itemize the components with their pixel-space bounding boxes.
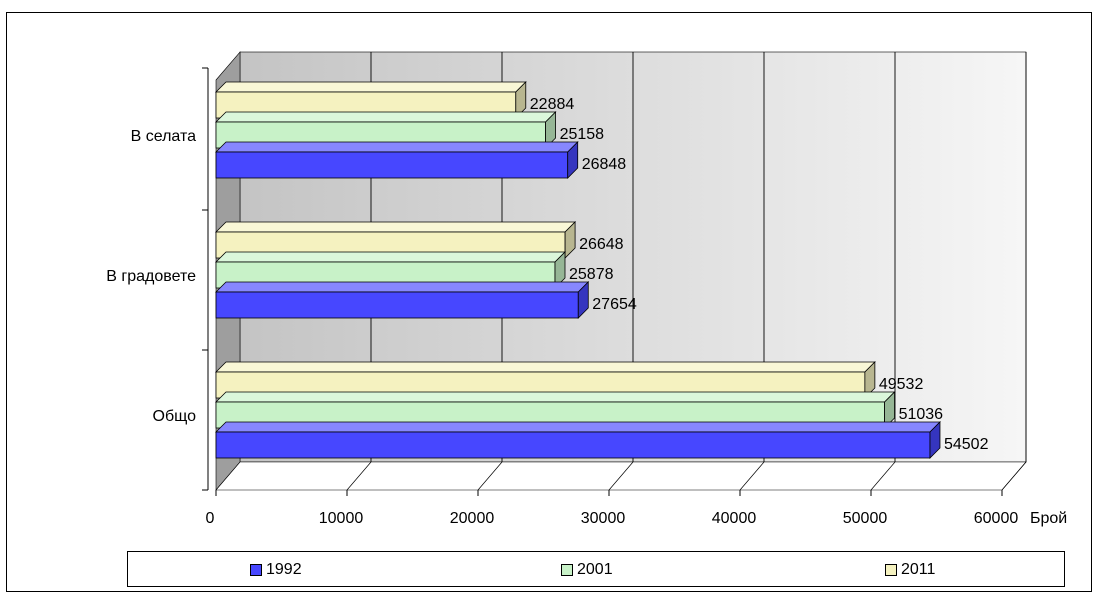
bar-top bbox=[215, 81, 527, 93]
gridline-floor bbox=[346, 461, 372, 491]
legend-label-1992: 1992 bbox=[266, 561, 302, 578]
data-label: 26848 bbox=[582, 156, 627, 173]
gridline-floor bbox=[870, 461, 896, 491]
bar-top bbox=[215, 391, 896, 403]
bar-side bbox=[884, 391, 895, 429]
bar-side bbox=[577, 281, 589, 319]
x-tick-label: 0 bbox=[206, 510, 215, 527]
x-axis-label: Брой bbox=[1030, 510, 1067, 527]
category-label: В градовете bbox=[106, 268, 196, 285]
data-label: 25158 bbox=[560, 126, 605, 143]
bar-top bbox=[215, 221, 577, 233]
x-tick-label: 50000 bbox=[843, 510, 888, 527]
x-tick-label: 40000 bbox=[712, 510, 757, 527]
bar-top bbox=[215, 361, 876, 373]
data-label: 27654 bbox=[592, 296, 637, 313]
x-tick-label: 60000 bbox=[974, 510, 1019, 527]
legend-label-2011: 2011 bbox=[901, 561, 936, 578]
bar bbox=[215, 431, 931, 459]
bar-top bbox=[215, 111, 557, 123]
data-labels: 22884 25158 26848 26648 25878 27654 49532 51036… bbox=[530, 96, 989, 453]
legend-label-2001: 2001 bbox=[577, 561, 613, 578]
bar-side bbox=[564, 221, 576, 259]
x-tick-label: 10000 bbox=[319, 510, 364, 527]
bar-top bbox=[215, 421, 941, 433]
bar-side bbox=[567, 141, 579, 179]
bar-side bbox=[545, 111, 556, 149]
legend-item-2001: 2001 bbox=[561, 561, 613, 579]
bar-side bbox=[864, 361, 876, 399]
legend-item-1992: 1992 bbox=[250, 561, 302, 579]
bar-side bbox=[929, 421, 941, 459]
axes bbox=[202, 67, 1003, 496]
data-label: 49532 bbox=[879, 376, 924, 393]
category-label: Общо bbox=[153, 408, 197, 425]
bar-top bbox=[215, 141, 579, 153]
data-label: 26648 bbox=[579, 236, 624, 253]
bar bbox=[215, 291, 579, 319]
data-label: 25878 bbox=[569, 266, 614, 283]
tick-labels: 0 10000 20000 30000 40000 50000 60000 Брой В сел… bbox=[106, 128, 1067, 527]
data-label: 22884 bbox=[530, 96, 575, 113]
bar-side bbox=[515, 81, 527, 119]
bar-side bbox=[554, 251, 566, 289]
bar bbox=[215, 151, 569, 179]
legend-swatch-1992 bbox=[250, 564, 262, 576]
x-tick-label: 20000 bbox=[450, 510, 495, 527]
category-label: В селата bbox=[131, 128, 197, 145]
data-label: 51036 bbox=[899, 406, 944, 423]
legend-item-2011: 2011 bbox=[885, 561, 935, 579]
bars bbox=[215, 81, 941, 459]
gridline-floor bbox=[1001, 461, 1027, 491]
legend: 1992 2001 2011 bbox=[127, 551, 1065, 587]
legend-swatch-2011 bbox=[885, 564, 897, 576]
legend-swatch-2001 bbox=[561, 564, 573, 576]
data-label: 54502 bbox=[944, 436, 989, 453]
gridline-floor bbox=[477, 461, 503, 491]
gridline-floor bbox=[608, 461, 634, 491]
gridline-floor bbox=[739, 461, 765, 491]
bar-top bbox=[215, 251, 566, 263]
bar-top bbox=[215, 281, 590, 293]
x-tick-label: 30000 bbox=[581, 510, 626, 527]
